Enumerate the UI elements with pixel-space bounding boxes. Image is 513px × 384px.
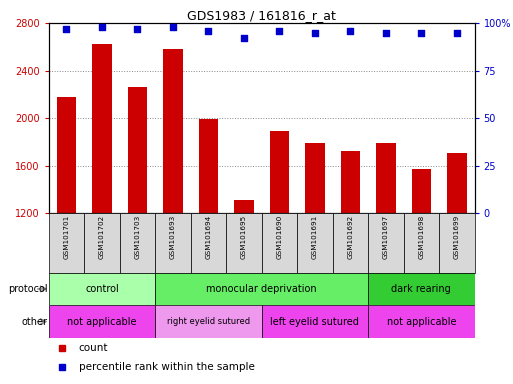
Text: control: control — [85, 284, 119, 294]
Text: other: other — [22, 316, 48, 327]
Bar — [376, 143, 396, 213]
Title: GDS1983 / 161816_r_at: GDS1983 / 161816_r_at — [187, 9, 336, 22]
Bar — [49, 305, 155, 338]
Bar — [368, 273, 475, 305]
Bar — [199, 119, 218, 213]
Text: GSM101701: GSM101701 — [64, 215, 69, 259]
Bar — [439, 213, 475, 273]
Text: GSM101690: GSM101690 — [277, 215, 282, 259]
Bar — [84, 213, 120, 273]
Text: not applicable: not applicable — [387, 316, 456, 327]
Text: left eyelid sutured: left eyelid sutured — [270, 316, 359, 327]
Point — [169, 24, 177, 30]
Bar — [92, 45, 112, 213]
Text: not applicable: not applicable — [67, 316, 136, 327]
Bar — [262, 305, 368, 338]
Text: GSM101699: GSM101699 — [454, 215, 460, 259]
Bar — [155, 305, 262, 338]
Bar — [332, 213, 368, 273]
Point — [133, 26, 142, 32]
Point — [98, 24, 106, 30]
Point — [452, 30, 461, 36]
Bar — [128, 87, 147, 213]
Bar — [57, 97, 76, 213]
Point — [275, 28, 284, 34]
Bar — [49, 213, 84, 273]
Point — [346, 28, 354, 34]
Point — [240, 35, 248, 41]
Bar — [155, 273, 368, 305]
Bar — [297, 213, 332, 273]
Point — [382, 30, 390, 36]
Bar — [404, 213, 439, 273]
Bar — [270, 131, 289, 213]
Point — [417, 30, 425, 36]
Point — [204, 28, 212, 34]
Text: GSM101692: GSM101692 — [347, 215, 353, 259]
Text: GSM101691: GSM101691 — [312, 215, 318, 259]
Bar — [163, 49, 183, 213]
Text: GSM101693: GSM101693 — [170, 215, 176, 259]
Bar — [411, 169, 431, 213]
Text: monocular deprivation: monocular deprivation — [206, 284, 317, 294]
Bar — [368, 213, 404, 273]
Bar — [226, 213, 262, 273]
Text: dark rearing: dark rearing — [391, 284, 451, 294]
Bar — [341, 151, 360, 213]
Text: GSM101702: GSM101702 — [99, 215, 105, 259]
Bar — [234, 200, 253, 213]
Text: GSM101697: GSM101697 — [383, 215, 389, 259]
Text: GSM101703: GSM101703 — [134, 215, 141, 259]
Bar — [120, 213, 155, 273]
Bar — [305, 143, 325, 213]
Bar — [49, 273, 155, 305]
Point — [63, 26, 71, 32]
Text: count: count — [78, 343, 108, 353]
Bar — [368, 305, 475, 338]
Text: protocol: protocol — [8, 284, 48, 294]
Text: percentile rank within the sample: percentile rank within the sample — [78, 362, 254, 372]
Bar — [155, 213, 191, 273]
Text: GSM101694: GSM101694 — [205, 215, 211, 259]
Bar — [191, 213, 226, 273]
Text: GSM101695: GSM101695 — [241, 215, 247, 259]
Text: GSM101698: GSM101698 — [418, 215, 424, 259]
Point — [311, 30, 319, 36]
Bar — [447, 152, 466, 213]
Bar — [262, 213, 297, 273]
Text: right eyelid sutured: right eyelid sutured — [167, 317, 250, 326]
